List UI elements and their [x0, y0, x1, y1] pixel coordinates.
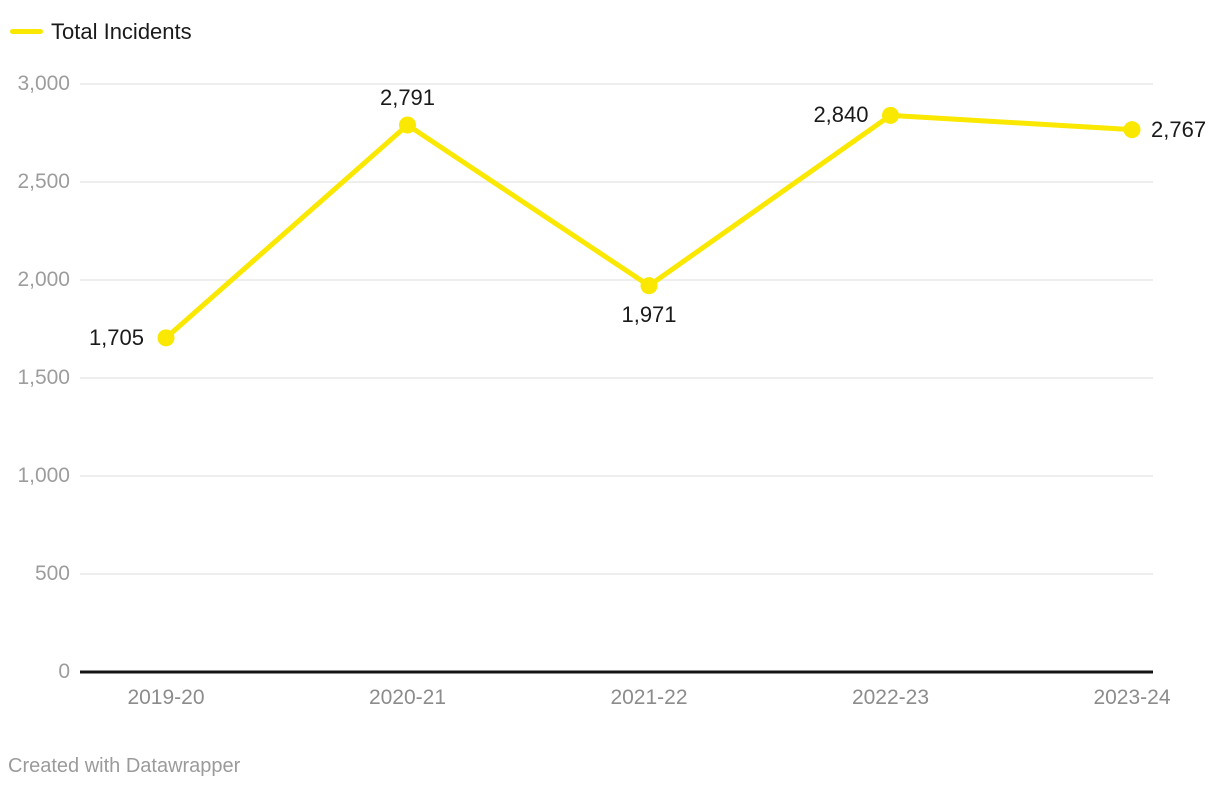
legend-line-swatch — [10, 28, 43, 34]
point-value-label: 1,971 — [621, 301, 677, 327]
data-point — [882, 106, 899, 124]
y-tick-label: 3,000 — [17, 72, 70, 95]
y-tick-label: 1,000 — [17, 464, 70, 487]
legend: Total Incidents — [10, 17, 192, 45]
x-tick-label: 2021-22 — [610, 686, 688, 709]
y-tick-label: 2,000 — [17, 268, 70, 291]
point-value-label: 2,791 — [379, 84, 436, 110]
y-tick-label: 0 — [58, 660, 70, 683]
data-point — [399, 116, 416, 134]
data-point — [640, 277, 658, 295]
x-tick-label: 2020-21 — [368, 686, 447, 709]
x-tick-label: 2019-20 — [127, 686, 205, 709]
y-tick-label: 500 — [34, 562, 70, 585]
x-tick-label: 2023-24 — [1093, 686, 1171, 709]
y-tick-label: 1,500 — [17, 366, 70, 389]
point-value-label: 2,840 — [813, 102, 869, 128]
data-point — [157, 329, 175, 347]
x-tick-label: 2022-23 — [851, 686, 930, 709]
point-value-label: 1,705 — [88, 324, 144, 350]
data-point — [1123, 121, 1141, 139]
attribution-text: Created with Datawrapper — [8, 755, 241, 777]
y-tick-label: 2,500 — [17, 170, 70, 193]
legend-label: Total Incidents — [51, 18, 192, 44]
point-value-label: 2,767 — [1151, 116, 1207, 142]
